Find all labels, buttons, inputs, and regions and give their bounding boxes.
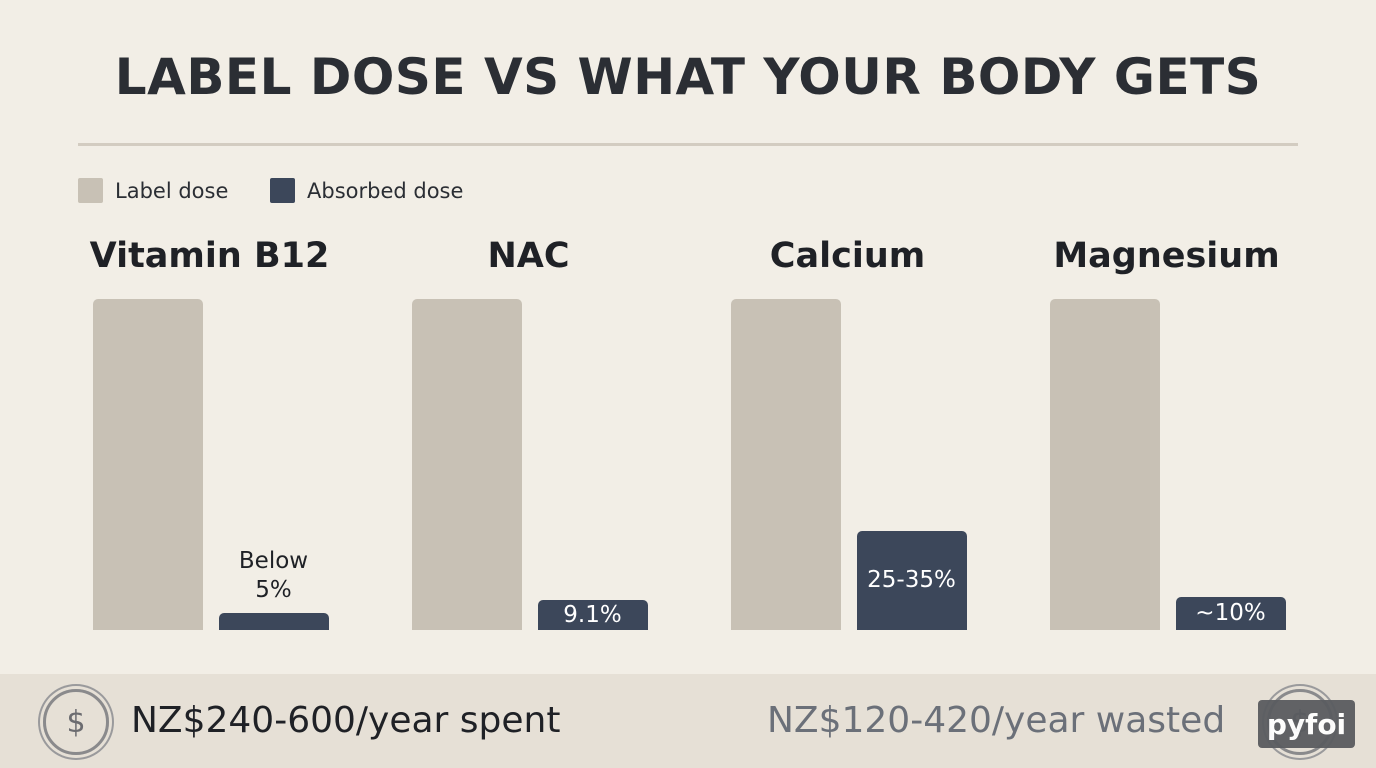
- bar: [92, 299, 203, 630]
- bar: [218, 613, 329, 630]
- value-label: ~10%: [1195, 600, 1266, 627]
- legend-item: Absorbed dose: [270, 178, 463, 203]
- category-label: Calcium: [769, 236, 926, 276]
- watermark: pyfoi: [1258, 700, 1355, 748]
- legend-swatch: [270, 178, 295, 203]
- title: LABEL DOSE VS WHAT YOUR BODY GETS: [114, 48, 1262, 106]
- legend-label: Label dose: [115, 178, 229, 203]
- dollar-icon: $: [43, 689, 109, 755]
- bar: [537, 599, 648, 630]
- value-label: 25-35%: [867, 567, 956, 594]
- bar: [1049, 299, 1160, 630]
- spent-text: NZ$240-600/year spent: [131, 700, 561, 741]
- category-label: Vitamin B12: [89, 236, 330, 276]
- category-label: NAC: [487, 236, 570, 276]
- bar: [411, 299, 522, 630]
- value-label: 9.1%: [563, 601, 622, 628]
- legend-label: Absorbed dose: [307, 178, 464, 203]
- value-label: Below 5%: [238, 548, 309, 604]
- wasted-text: NZ$120-420/year wasted: [767, 700, 1226, 741]
- bar: [1175, 596, 1286, 630]
- category-label: Magnesium: [1053, 236, 1280, 276]
- bar: [856, 530, 967, 630]
- divider: [78, 143, 1298, 146]
- legend-swatch: [78, 178, 103, 203]
- footer: [0, 674, 1376, 768]
- bar: [730, 299, 841, 630]
- legend-item: Label dose: [78, 178, 228, 203]
